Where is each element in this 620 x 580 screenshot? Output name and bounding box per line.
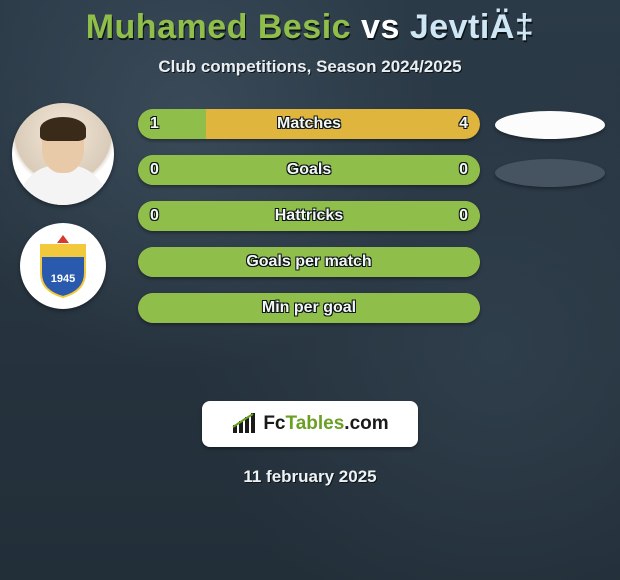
left-column: 1945 (8, 103, 118, 309)
player1-avatar (12, 103, 114, 205)
stat-row: Min per goal (138, 293, 480, 323)
player1-club-badge: 1945 (20, 223, 106, 309)
stat-value-player1: 1 (150, 109, 159, 139)
stat-bars: Matches14Goals00Hattricks00Goals per mat… (138, 109, 480, 339)
stat-value-player1: 0 (150, 155, 159, 185)
fctables-logo: FcTables.com (202, 401, 418, 447)
stat-value-player2: 0 (459, 155, 468, 185)
stat-row: Hattricks0 0 (138, 201, 480, 231)
club-year: 1945 (51, 273, 75, 285)
bar-chart-icon (231, 413, 257, 435)
club-shield-icon: 1945 (33, 233, 93, 299)
player2-placeholder-1 (495, 159, 605, 187)
date-text: 11 february 2025 (0, 467, 620, 487)
title-player1: Muhamed Besic (86, 8, 351, 46)
title-vs: vs (361, 8, 400, 46)
stat-value-player2: 0 (459, 201, 468, 231)
main-area: 1945 Matches14Goals00Hattricks00Goals pe… (0, 113, 620, 373)
logo-suffix: .com (344, 413, 388, 434)
stat-value-player2: 4 (459, 109, 468, 139)
stat-label: Matches (138, 109, 480, 139)
right-column (490, 103, 610, 207)
stat-label: Hattricks (138, 201, 480, 231)
stat-label: Goals (138, 155, 480, 185)
stat-label: Min per goal (138, 293, 480, 323)
stat-label: Goals per match (138, 247, 480, 277)
page-title: Muhamed Besic vs JevtiÄ‡ (0, 0, 620, 47)
logo-prefix: Fc (263, 413, 285, 434)
stat-row: Goals0 0 (138, 155, 480, 185)
logo-main: Tables (286, 413, 345, 434)
stat-row: Matches1 4 (138, 109, 480, 139)
stat-value-player1: 0 (150, 201, 159, 231)
subtitle: Club competitions, Season 2024/2025 (0, 57, 620, 77)
club-star-icon (57, 235, 69, 243)
title-player2: JevtiÄ‡ (410, 8, 534, 46)
logo-text: FcTables.com (263, 413, 388, 435)
content-root: Muhamed Besic vs JevtiÄ‡ Club competitio… (0, 0, 620, 487)
player2-placeholder-0 (495, 111, 605, 139)
stat-row: Goals per match (138, 247, 480, 277)
